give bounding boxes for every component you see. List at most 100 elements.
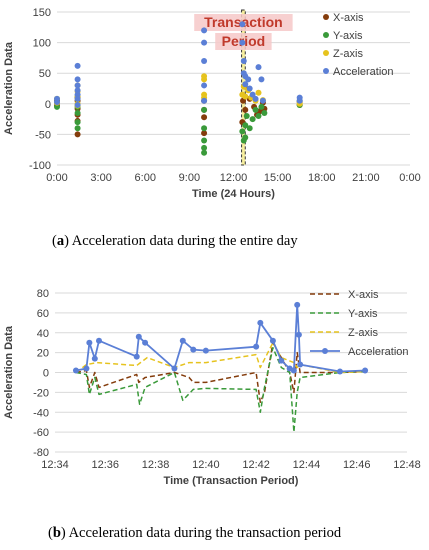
line-y-axis	[75, 346, 366, 433]
chart-a-x-tick-label: 21:00	[352, 172, 380, 184]
point-y-axis	[261, 109, 268, 116]
point-z-axis	[201, 76, 208, 83]
point-acceleration	[54, 95, 60, 102]
legend-marker-y-axis	[323, 32, 329, 38]
point-acceleration	[252, 95, 259, 102]
marker-acceleration	[72, 367, 79, 374]
legend-marker-acceleration	[323, 68, 329, 74]
point-y-axis	[242, 122, 249, 129]
chart-a-y-tick-label: 150	[33, 7, 51, 19]
point-y-axis	[54, 103, 60, 110]
marker-acceleration	[269, 337, 276, 344]
marker-acceleration	[86, 339, 93, 346]
chart-a-x-tick-label: 9:00	[179, 172, 200, 184]
point-acceleration	[201, 39, 208, 46]
chart-a-y-tick-label: 0	[45, 99, 51, 111]
legend-label-acceleration: Acceleration	[348, 346, 409, 358]
point-x-axis	[201, 130, 208, 137]
chart-b-y-tick-label: 40	[37, 328, 49, 340]
point-acceleration	[74, 102, 81, 109]
point-acceleration	[249, 91, 256, 98]
marker-acceleration	[133, 353, 140, 360]
point-acceleration	[245, 76, 252, 83]
legend-label-y-axis: Y-axis	[348, 308, 378, 320]
chart-b-y-tick-label: 20	[37, 348, 49, 360]
chart-a-x-tick-label: 15:00	[264, 172, 292, 184]
point-y-axis	[255, 113, 262, 120]
point-acceleration	[74, 87, 81, 94]
legend-marker-acceleration	[322, 348, 328, 354]
marker-acceleration	[202, 347, 209, 354]
point-y-axis	[74, 109, 81, 116]
chart-b-x-axis-title: Time (Transaction Period)	[164, 475, 299, 487]
chart-b-y-tick-label: -60	[33, 427, 49, 439]
point-x-axis	[242, 106, 249, 113]
legend-label-x-axis: X-axis	[333, 12, 364, 24]
chart-a-y-tick-label: -100	[29, 160, 51, 172]
point-acceleration	[201, 82, 208, 89]
chart-b-x-tick-label: 12:34	[41, 459, 69, 471]
legend-marker-z-axis	[323, 50, 329, 56]
point-z-axis	[255, 89, 262, 96]
point-acceleration	[201, 97, 208, 104]
chart-a-entire-day: -100 -50 0 50 100 150 0:00 3:00 6:00 9:00 12:00 15:…	[3, 7, 421, 200]
line-x-axis	[75, 341, 366, 404]
chart-b-x-tick-label: 12:38	[142, 459, 170, 471]
caption-a: (a) Acceleration data during the entire …	[52, 233, 298, 249]
point-acceleration	[201, 27, 208, 34]
chart-a-x-tick-label: 18:00	[308, 172, 336, 184]
point-y-axis	[242, 134, 249, 141]
point-acceleration	[242, 81, 249, 88]
chart-a-x-tick-label: 12:00	[220, 172, 248, 184]
caption-b-text: Acceleration data during the transaction…	[65, 525, 342, 541]
legend-label-x-axis: X-axis	[348, 289, 379, 301]
chart-b-x-tick-label: 12:46	[343, 459, 371, 471]
chart-a-x-axis-title: Time (24 Hours)	[192, 188, 275, 200]
chart-b-y-tick-label: 80	[37, 288, 49, 300]
point-y-axis	[201, 125, 208, 132]
marker-acceleration	[171, 365, 178, 372]
point-acceleration	[201, 57, 208, 64]
chart-b-x-tick-label: 12:42	[242, 459, 270, 471]
marker-acceleration	[362, 367, 369, 374]
point-acceleration	[74, 91, 81, 98]
point-x-axis	[74, 131, 81, 138]
caption-b: (b) Acceleration data during the transac…	[48, 525, 342, 541]
point-y-axis	[249, 116, 256, 123]
point-acceleration	[239, 39, 246, 46]
chart-b-transaction-period: -80 -60 -40 -20 0 20 40 60 80 12:34 12:36 12:38 12:4…	[3, 288, 421, 487]
legend-label-acceleration: Acceleration	[333, 66, 394, 78]
chart-a-y-tick-label: 100	[33, 38, 51, 50]
point-acceleration	[259, 97, 266, 104]
marker-acceleration	[190, 346, 197, 353]
point-acceleration	[258, 76, 265, 83]
chart-b-y-axis-title: Acceleration Data	[3, 325, 15, 419]
chart-a-x-tick-label: 6:00	[135, 172, 156, 184]
point-y-axis	[201, 137, 208, 144]
legend-marker-x-axis	[323, 14, 329, 20]
chart-a-y-tick-label: -50	[35, 129, 51, 141]
marker-acceleration	[257, 319, 264, 326]
marker-acceleration	[91, 355, 98, 362]
point-x-axis	[201, 114, 208, 121]
point-acceleration	[246, 85, 253, 92]
point-y-axis	[201, 106, 208, 113]
point-acceleration	[239, 21, 246, 28]
marker-acceleration	[96, 337, 102, 344]
point-y-axis	[243, 113, 250, 120]
marker-acceleration	[294, 301, 301, 308]
point-z-axis	[242, 93, 249, 100]
chart-a-y-tick-label: 50	[39, 68, 51, 80]
chart-b-y-tick-label: -20	[33, 387, 49, 399]
chart-a-x-tick-label: 3:00	[90, 172, 111, 184]
series-acceleration	[54, 21, 303, 109]
marker-acceleration	[297, 361, 304, 368]
point-y-axis	[74, 125, 81, 132]
chart-b-y-tick-label: 60	[37, 308, 49, 320]
caption-b-letter: b	[52, 525, 61, 541]
point-acceleration	[74, 76, 81, 83]
chart-b-x-tick-label: 12:40	[192, 459, 220, 471]
chart-b-x-tick-label: 12:44	[293, 459, 321, 471]
point-y-axis	[201, 149, 208, 156]
